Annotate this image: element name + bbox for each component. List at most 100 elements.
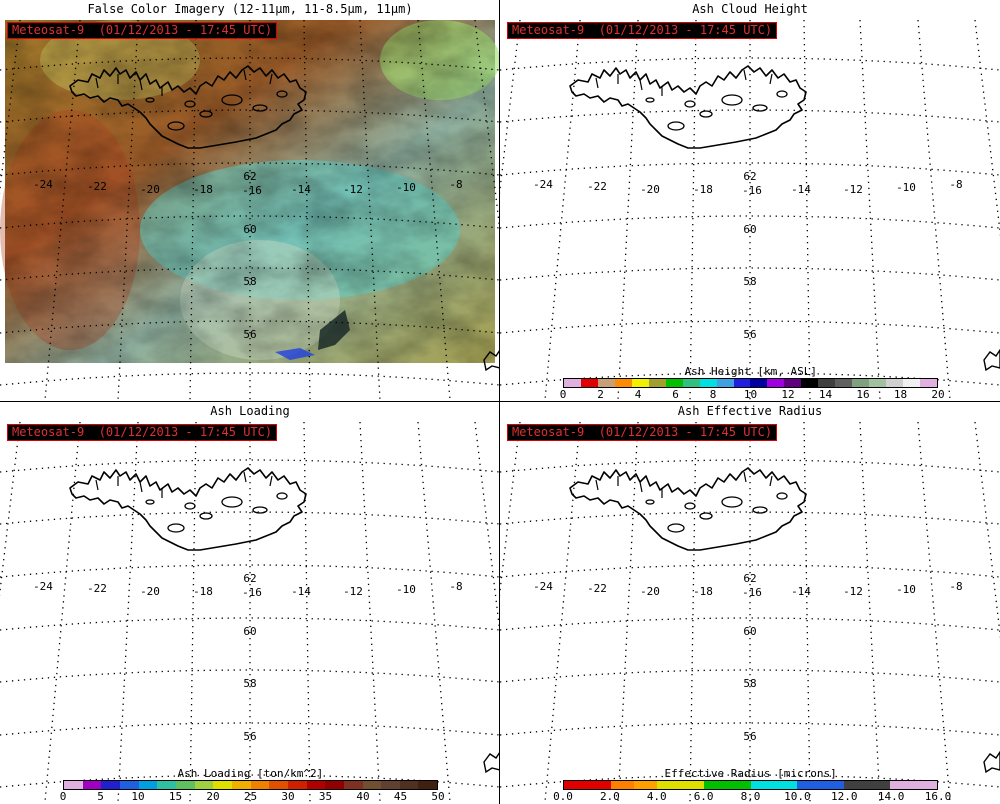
graticule-labels: -24 -22 -20 -18 -16 -14 -12 -10 -8 62 60 58 56 (33, 170, 463, 341)
longitude-label: -20 (640, 183, 660, 196)
inland-feature (199, 110, 213, 118)
inland-feature (776, 90, 788, 98)
longitude-label: -18 (693, 585, 713, 598)
panel-title: Ash Cloud Height (692, 2, 808, 16)
colorbar-swatch (325, 781, 344, 789)
latitude-label: 62 (743, 572, 756, 585)
colorbar-tick-label: 0.0 (553, 790, 573, 803)
inland-feature (684, 502, 696, 510)
inland-feature (699, 110, 713, 118)
latitude-label: 62 (743, 170, 756, 183)
colorbar-swatch (820, 781, 844, 789)
blue-pixels (275, 348, 315, 360)
inland-feature (252, 104, 268, 112)
false-color-panel: False Color Imagery (12-11µm, 11-8.5µm, … (0, 0, 500, 402)
colorbar-title: Ash Height [km, ASL] (684, 365, 817, 378)
inland-feature (199, 512, 213, 520)
iceland-outline (569, 65, 807, 149)
longitude-label: -24 (33, 580, 53, 593)
latitude-label: 56 (243, 328, 256, 341)
colorbar-tick-label: 50 (431, 790, 445, 803)
iceland-outline (69, 65, 307, 149)
colorbar-scale (563, 780, 938, 790)
colorbar-tick-label: 20 (206, 790, 220, 803)
colorbar-swatch (773, 781, 798, 789)
longitude-line (974, 421, 1000, 639)
longitude-label: -12 (843, 183, 863, 196)
colorbar-title: Effective Radius [microns] (664, 767, 837, 780)
colorbar-swatch (869, 379, 887, 387)
panel-title: Ash Effective Radius (677, 404, 823, 418)
longitude-line (974, 19, 1000, 237)
colorbar-tick-label: 4.0 (646, 790, 667, 803)
longitude-line (303, 421, 311, 803)
panel-title: Ash Loading (210, 404, 290, 418)
latitude-label: 58 (243, 275, 256, 288)
inland-feature (184, 100, 196, 108)
ash-height-colorbar: Ash Height [km, ASL] 0 2 4 6 8 10 12 14 16 18 20 (560, 365, 945, 401)
fjord (595, 479, 599, 491)
colorbar-swatch (903, 379, 921, 387)
longitude-line (803, 19, 811, 401)
satellite-label: Meteosat-9 (01/12/2013 - 17:45 UTC) (507, 424, 778, 441)
colorbar-tick-label: 40 (356, 790, 370, 803)
longitude-label: -24 (533, 178, 553, 191)
latitude-label: 60 (243, 223, 256, 236)
inland-feature (145, 97, 155, 103)
longitude-label: -20 (140, 585, 160, 598)
longitude-label: -14 (291, 585, 311, 598)
colorbar-tick-label: 16.0 (924, 790, 952, 803)
colorbar-swatch (580, 379, 598, 387)
colorbar-swatch (82, 781, 102, 789)
longitude-label: -16 (242, 586, 262, 599)
longitude-label: -14 (791, 183, 811, 196)
colorbar-swatch (250, 781, 270, 789)
satellite-label: Meteosat-9 (01/12/2013 - 17:45 UTC) (507, 22, 778, 39)
faroe-islands-outline (983, 348, 1000, 372)
colorbar-swatch (175, 781, 195, 789)
longitude-line (689, 19, 697, 401)
colorbar-tick-label: 6.0 (693, 790, 714, 803)
fjord (269, 475, 273, 487)
colorbar-swatch (886, 379, 904, 387)
longitude-label: -22 (87, 582, 107, 595)
longitude-line (44, 421, 81, 803)
colorbar-swatch (835, 379, 853, 387)
colorbar-swatch (727, 781, 751, 789)
inland-feature (145, 499, 155, 505)
fjord (639, 481, 643, 493)
longitude-line (0, 421, 21, 597)
ash-loading-map[interactable]: -24 -22 -20 -18 -16 -14 -12 -10 -8 62 60 58 56 (0, 402, 500, 804)
longitude-line (500, 421, 521, 597)
fjord (243, 69, 247, 81)
colorbar-tick-label: 12 (781, 388, 795, 401)
longitude-line (917, 19, 951, 401)
longitude-label: -24 (533, 580, 553, 593)
colorbar-tick-label: 6 (672, 388, 679, 401)
inland-feature (721, 496, 743, 508)
colorbar-swatch (418, 781, 438, 789)
false-color-map[interactable]: -24 -22 -20 -18 -16 -14 -12 -10 -8 62 60 58 56 (0, 0, 500, 402)
colorbar-tick-label: 8 (709, 388, 717, 401)
inland-feature (645, 97, 655, 103)
longitude-label: -8 (949, 178, 962, 191)
longitude-label: -8 (949, 580, 962, 593)
longitude-line (500, 19, 521, 195)
colorbar-swatch (633, 781, 658, 789)
horizontal-divider (0, 401, 1000, 402)
longitude-label: -20 (640, 585, 660, 598)
latitude-label: 58 (243, 677, 256, 690)
colorbar-tick-label: 25 (243, 790, 258, 803)
effective-radius-panel: Ash Effective Radius -24 -22 -20 -18 -16 -14-… (500, 402, 1000, 804)
inland-feature (776, 492, 788, 500)
iceland-outline (569, 467, 807, 551)
colorbar-swatch (680, 781, 704, 789)
effective-radius-map[interactable]: -24 -22 -20 -18 -16 -14 -12 -10 -8 62 60 58 56 (500, 402, 1000, 804)
longitude-label: -16 (742, 184, 762, 197)
effective-radius-colorbar: Effective Radius [microns] 0.0 2.0 4.0 6.0 8.… (553, 767, 951, 803)
colorbar-swatch (750, 379, 768, 387)
longitude-line (917, 421, 951, 803)
colorbar-swatch (750, 781, 774, 789)
graticule (500, 421, 1000, 803)
